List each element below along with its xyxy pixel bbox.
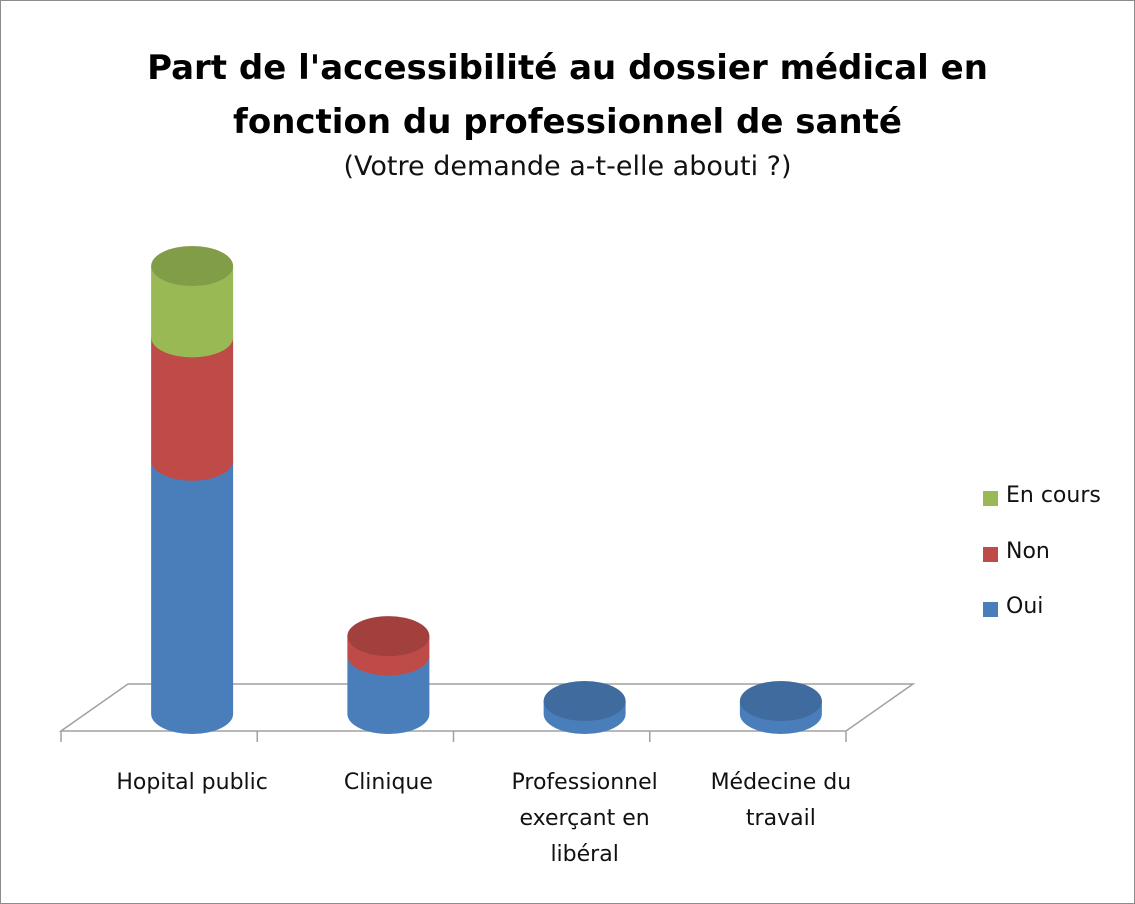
bar-top: [543, 681, 626, 722]
chart-subtitle: (Votre demande a-t-elle abouti ?): [343, 151, 792, 182]
legend-label: Non: [1006, 539, 1050, 564]
legend-label: Oui: [1006, 594, 1044, 619]
x-tick-label: Professionnel exerçant en libéral: [511, 770, 658, 867]
legend-swatch: [983, 491, 998, 506]
bar-top: [151, 246, 234, 286]
x-tick-label: Clinique: [343, 770, 433, 795]
x-tick-label: Médecine du travail: [710, 770, 852, 831]
legend-label: En cours: [1006, 483, 1101, 508]
bar-top: [739, 681, 822, 722]
bar: [151, 337, 234, 481]
bar: [151, 266, 234, 358]
legend-swatch: [983, 602, 998, 617]
bar: [151, 460, 234, 734]
bar-top: [347, 616, 430, 657]
bar: [347, 655, 430, 734]
legend-swatch: [983, 547, 998, 562]
x-tick-label: Hopital public: [116, 770, 268, 795]
chart-title: Part de l'accessibilité au dossier médic…: [147, 48, 988, 142]
